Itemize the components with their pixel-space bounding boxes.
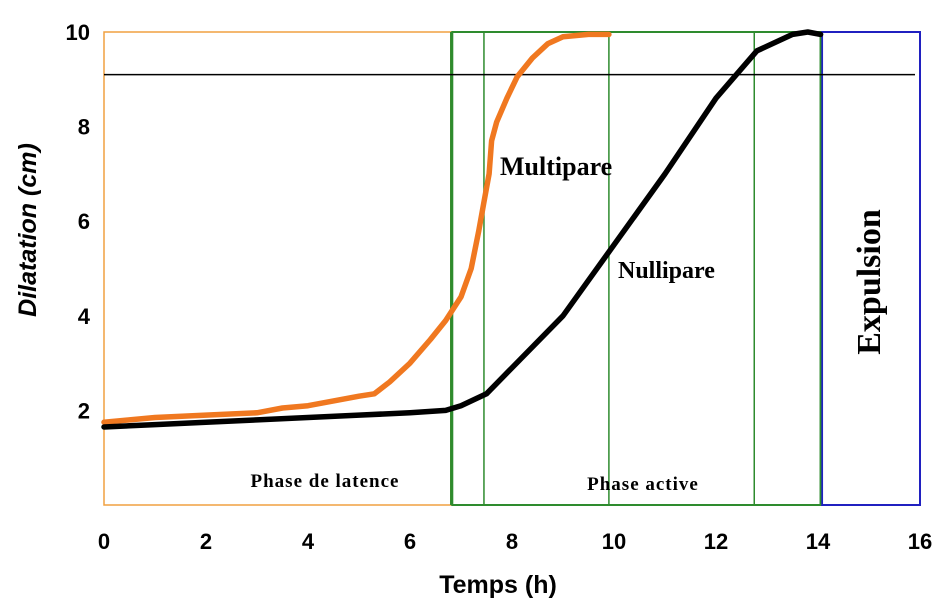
x-tick-label: 12 bbox=[704, 529, 728, 554]
x-tick-label: 2 bbox=[200, 529, 212, 554]
phase-regions bbox=[103, 31, 921, 506]
y-tick-label: 8 bbox=[78, 115, 90, 140]
x-tick-label: 4 bbox=[302, 529, 315, 554]
phase-latence-label: Phase de latence bbox=[251, 471, 400, 492]
x-tick-label: 10 bbox=[602, 529, 626, 554]
multipare-label: Multipare bbox=[500, 152, 612, 181]
series-lines bbox=[101, 29, 824, 430]
vertical-markers bbox=[450, 32, 822, 505]
series-line-multipare bbox=[101, 31, 612, 425]
region-3 bbox=[821, 31, 921, 506]
x-tick-label: 6 bbox=[404, 529, 416, 554]
y-tick-label: 10 bbox=[66, 20, 90, 45]
expulsion-label: Expulsion bbox=[851, 209, 888, 355]
axis-ticks: 0 2 4 6 8 10 12 14 16 2 4 6 8 10 bbox=[66, 20, 933, 554]
region-1 bbox=[103, 31, 452, 506]
y-tick-label: 6 bbox=[78, 209, 90, 234]
phase-active-label: Phase active bbox=[587, 474, 699, 495]
y-axis-title: Dilatation (cm) bbox=[14, 143, 42, 317]
y-tick-label: 4 bbox=[78, 304, 91, 329]
series-line-nullipare bbox=[101, 29, 824, 430]
x-tick-label: 16 bbox=[908, 529, 932, 554]
y-tick-label: 2 bbox=[78, 398, 90, 423]
nullipare-label: Nullipare bbox=[618, 258, 715, 284]
x-axis-title: Temps (h) bbox=[439, 571, 557, 599]
x-tick-label: 0 bbox=[98, 529, 110, 554]
x-tick-label: 8 bbox=[506, 529, 518, 554]
x-tick-label: 14 bbox=[806, 529, 831, 554]
